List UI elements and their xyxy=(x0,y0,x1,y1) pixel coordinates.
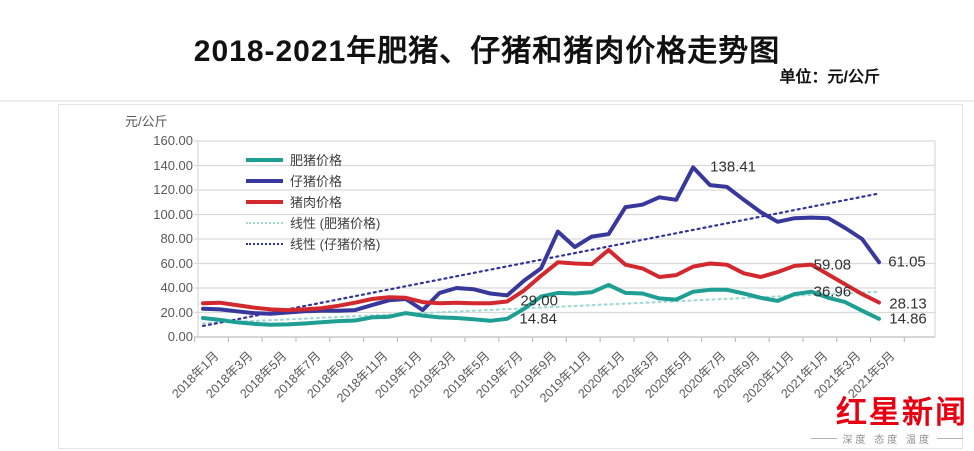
unit-label: 单位：元/公斤 xyxy=(779,69,880,86)
legend-label: 肥猪价格 xyxy=(290,153,343,168)
tagline-text: 深度 态度 温度 xyxy=(842,435,932,446)
data-label-pork-price: 29.00 xyxy=(520,292,558,310)
red-star-news-logo: 红星新闻 深度 态度 温度 xyxy=(806,397,968,446)
data-label-piglet-price: 138.41 xyxy=(710,158,757,176)
legend-swatch-linear-piglet-price xyxy=(246,242,283,245)
y-axis-label: 20.00 xyxy=(160,304,193,320)
series-line-fat-pig-price xyxy=(201,282,881,327)
legend-item-fat-pig-price: 肥猪价格 xyxy=(246,149,380,170)
chart-title: 2018-2021年肥猪、仔猪和猪肉价格走势图 xyxy=(193,35,781,68)
tagline-rule-left xyxy=(811,438,838,439)
y-axis-label: 60.00 xyxy=(160,255,193,271)
data-label-fat-pig-price: 14.84 xyxy=(519,310,557,328)
legend-swatch-linear-fat-pig-price xyxy=(246,221,283,224)
legend-item-linear-fat-pig-price: 线性 (肥猪价格) xyxy=(246,212,380,233)
legend-label: 线性 (仔猪价格) xyxy=(290,237,381,252)
y-axis-label: 160.00 xyxy=(153,133,193,148)
y-axis-label: 40.00 xyxy=(160,280,193,295)
legend-label: 仔猪价格 xyxy=(290,174,343,189)
data-label-fat-pig-price: 14.86 xyxy=(889,310,927,328)
data-label-piglet-price: 61.05 xyxy=(888,253,926,271)
series-line-piglet-price xyxy=(201,165,881,316)
legend-item-pork-price: 猪肉价格 xyxy=(246,191,380,212)
chart-area-border xyxy=(58,104,963,449)
legend-item-piglet-price: 仔猪价格 xyxy=(246,170,380,191)
data-label-fat-pig-price: 36.96 xyxy=(813,283,852,301)
data-label-pork-price: 28.13 xyxy=(889,295,927,313)
legend-swatch-fat-pig-price xyxy=(246,157,283,162)
y-axis-label: 80.00 xyxy=(160,231,193,246)
logo-wordmark: 红星新闻 xyxy=(836,395,968,430)
y-axis-label: 120.00 xyxy=(153,182,193,197)
legend-swatch-pork-price xyxy=(246,199,283,204)
legend-label: 线性 (肥猪价格) xyxy=(290,216,381,231)
legend-label: 猪肉价格 xyxy=(290,195,343,210)
y-axis-title: 元/公斤 xyxy=(125,114,168,129)
legend-swatch-piglet-price xyxy=(246,178,283,183)
y-axis-label: 140.00 xyxy=(153,157,193,173)
tagline-rule-right xyxy=(937,438,963,439)
legend-item-linear-piglet-price: 线性 (仔猪价格) xyxy=(246,233,380,254)
y-axis-label: 0.00 xyxy=(167,329,193,344)
series-line-pork-price xyxy=(201,248,881,313)
trendline-linear-piglet-price xyxy=(201,192,881,328)
chart-legend: 肥猪价格仔猪价格猪肉价格线性 (肥猪价格) 线性 (仔猪价格) xyxy=(246,149,380,254)
data-label-pork-price: 59.08 xyxy=(813,256,852,274)
y-axis-label: 100.00 xyxy=(153,206,193,222)
logo-tagline: 深度 态度 温度 xyxy=(806,431,968,446)
